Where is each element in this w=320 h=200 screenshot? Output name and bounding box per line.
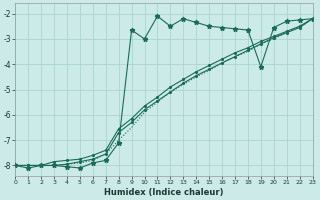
- X-axis label: Humidex (Indice chaleur): Humidex (Indice chaleur): [104, 188, 224, 197]
